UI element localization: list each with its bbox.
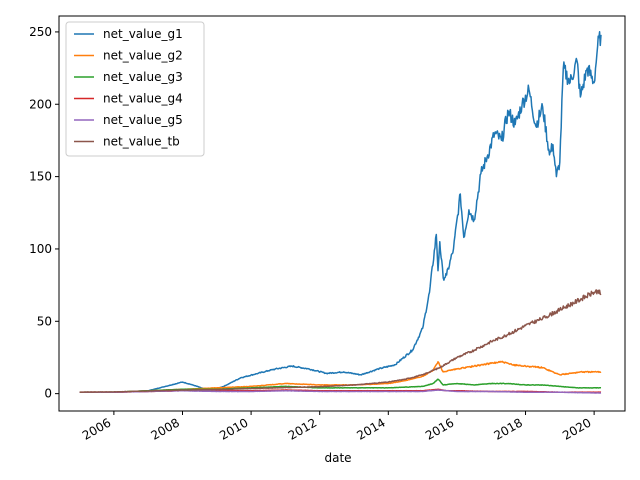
legend-label-net_value_g5: net_value_g5: [103, 113, 183, 127]
y-axis: 0 50 100 150 200 250: [29, 25, 59, 401]
legend-label-net_value_g2: net_value_g2: [103, 49, 183, 63]
x-axis-label: date: [324, 451, 351, 465]
plot-frame: [58, 15, 626, 412]
plot-lines: [79, 31, 602, 394]
y-tick-label: 50: [37, 314, 52, 328]
legend-label-net_value_g4: net_value_g4: [103, 92, 183, 106]
series-line-net_value_tb: [79, 289, 602, 394]
y-tick-label: 200: [29, 97, 52, 111]
legend-label-net_value_tb: net_value_tb: [103, 135, 180, 149]
y-tick-label: 250: [29, 25, 52, 39]
legend: net_value_g1 net_value_g2 net_value_g3 net_…: [65, 21, 205, 157]
y-tick-label: 100: [29, 242, 52, 256]
legend-label-net_value_g1: net_value_g1: [103, 27, 183, 41]
y-tick-label: 150: [29, 170, 52, 184]
legend-box: [65, 21, 205, 157]
series-line-net_value_g1: [79, 31, 602, 394]
legend-label-net_value_g3: net_value_g3: [103, 70, 183, 84]
x-axis: 2006 2008 2010 2012 2014 2016 2018 2020: [80, 411, 595, 443]
y-tick-label: 0: [44, 387, 52, 401]
